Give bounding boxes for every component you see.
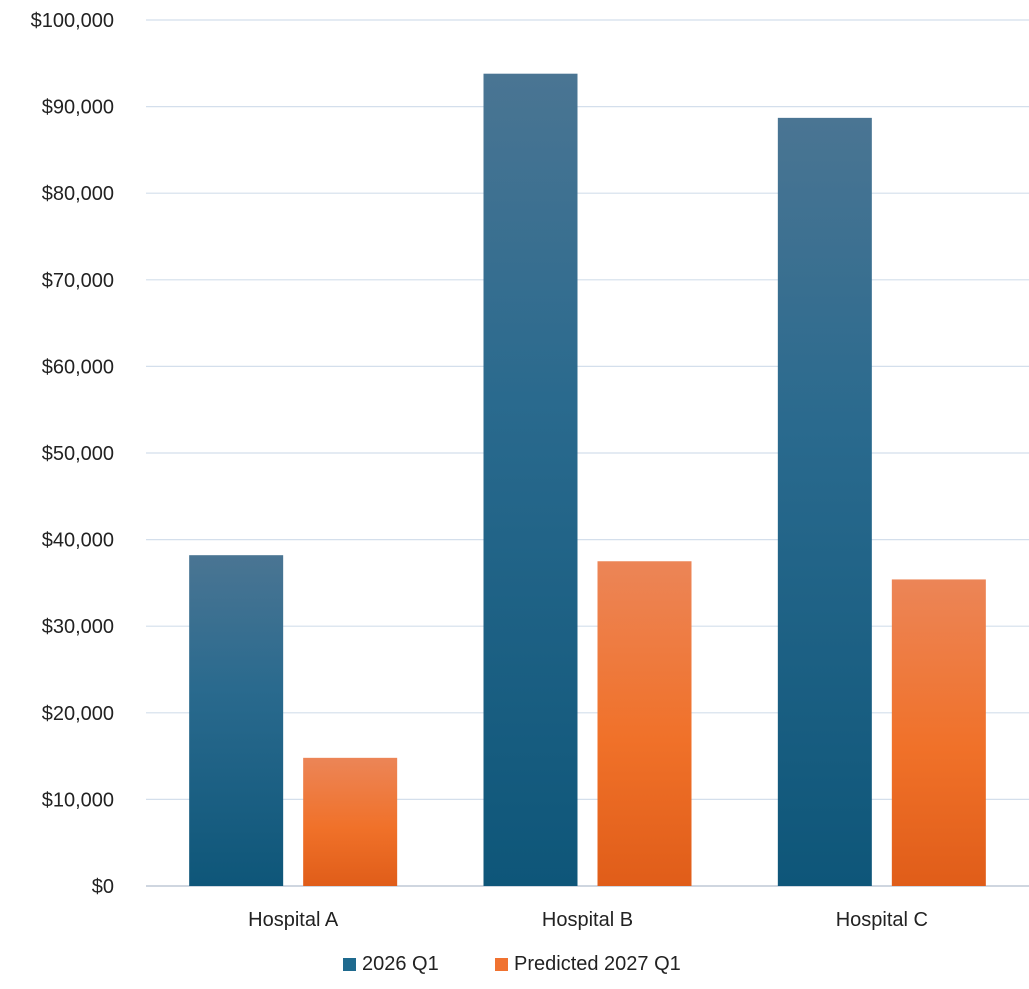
- y-tick-label: $70,000: [42, 270, 114, 292]
- bar-2026-q1-hospital-b: [483, 73, 578, 886]
- bar-2026-q1-hospital-a: [189, 555, 284, 886]
- bar-predicted-2027-q1-hospital-a: [303, 757, 398, 886]
- y-tick-label: $100,000: [31, 10, 114, 32]
- y-axis-tick-labels: $0 $10,000 $20,000 $30,000 $40,000 $50,000 $60…: [31, 10, 114, 898]
- legend-label: Predicted 2027 Q1: [514, 953, 681, 975]
- x-tick-label: Hospital B: [542, 909, 633, 931]
- y-tick-label: $60,000: [42, 356, 114, 378]
- y-tick-label: $30,000: [42, 616, 114, 638]
- y-tick-label: $90,000: [42, 97, 114, 119]
- y-tick-label: $40,000: [42, 530, 114, 552]
- bar-2026-q1-hospital-c: [777, 117, 872, 886]
- y-tick-label: $10,000: [42, 789, 114, 811]
- legend-label: 2026 Q1: [362, 953, 439, 975]
- legend-item-2026-q1: 2026 Q1: [343, 953, 439, 975]
- x-tick-label: Hospital A: [248, 909, 339, 931]
- bar-predicted-2027-q1-hospital-b: [597, 561, 692, 886]
- y-tick-label: $20,000: [42, 703, 114, 725]
- x-axis-tick-labels: Hospital A Hospital B Hospital C: [248, 909, 928, 931]
- x-tick-label: Hospital C: [836, 909, 928, 931]
- legend: 2026 Q1 Predicted 2027 Q1: [343, 953, 681, 975]
- bars: [189, 73, 986, 886]
- y-tick-label: $50,000: [42, 443, 114, 465]
- y-tick-label: $0: [92, 876, 114, 898]
- bar-predicted-2027-q1-hospital-c: [891, 579, 986, 886]
- legend-item-predicted-2027-q1: Predicted 2027 Q1: [495, 953, 681, 975]
- legend-swatch: [495, 958, 508, 971]
- gridlines: [146, 19, 1029, 887]
- y-tick-label: $80,000: [42, 183, 114, 205]
- legend-swatch: [343, 958, 356, 971]
